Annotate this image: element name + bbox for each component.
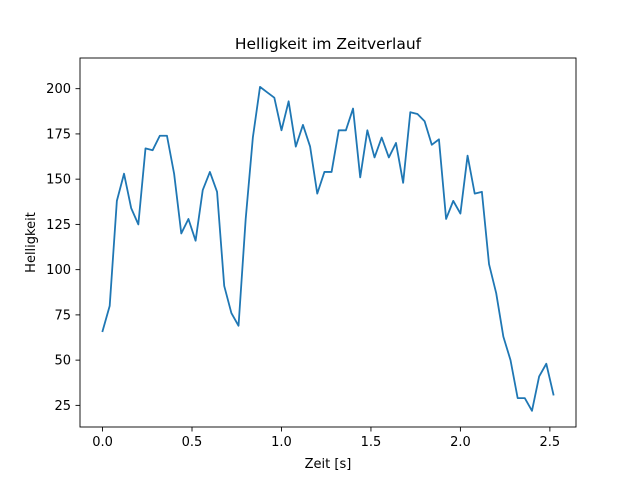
x-axis-ticks: 0.0 0.5 1.0 1.5 2.0 2.5 bbox=[92, 427, 560, 450]
x-tick-label: 1.0 bbox=[271, 435, 292, 450]
plot-area-frame bbox=[79, 57, 577, 428]
chart-title: Helligkeit im Zeitverlauf bbox=[235, 35, 422, 53]
series-line bbox=[101, 85, 555, 412]
y-tick-label: 50 bbox=[54, 354, 71, 369]
y-tick-label: 75 bbox=[54, 308, 71, 323]
x-tick-label: 1.5 bbox=[361, 435, 382, 450]
y-tick-label: 150 bbox=[46, 173, 71, 188]
y-tick-label: 200 bbox=[46, 82, 71, 97]
y-axis-ticks: 25 50 75 100 125 150 175 200 bbox=[46, 82, 80, 414]
x-tick-label: 2.0 bbox=[450, 435, 471, 450]
y-axis-label: Helligkeit bbox=[24, 212, 39, 273]
y-tick-label: 25 bbox=[54, 399, 71, 414]
x-tick-label: 0.0 bbox=[92, 435, 113, 450]
y-tick-label: 125 bbox=[46, 218, 71, 233]
x-tick-label: 2.5 bbox=[540, 435, 561, 450]
x-tick-label: 0.5 bbox=[182, 435, 203, 450]
series-layer bbox=[101, 85, 555, 412]
y-tick-label: 175 bbox=[46, 127, 71, 142]
y-tick-label: 100 bbox=[46, 263, 71, 278]
x-axis-label: Zeit [s] bbox=[305, 457, 352, 472]
